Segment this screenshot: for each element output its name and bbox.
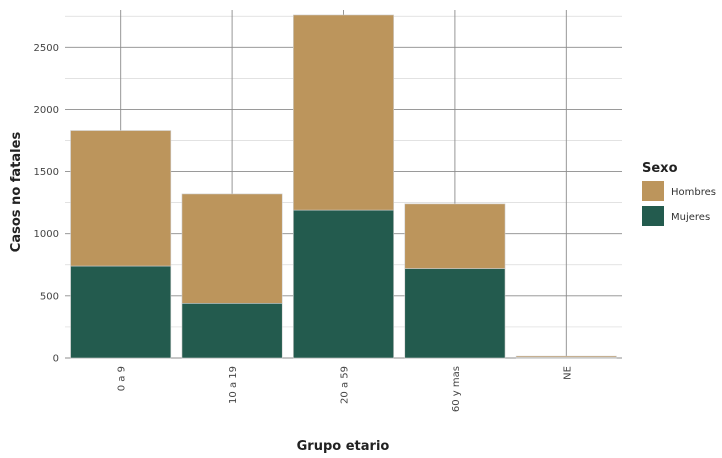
bar-mujeres-2 (181, 303, 283, 359)
legend-title: Sexo (642, 161, 678, 176)
x-axis-title: Grupo etario (297, 439, 390, 454)
y-axis-title: Casos no fatales (9, 132, 24, 253)
legend: Sexo Hombres Mujeres (642, 161, 716, 226)
axis-layer: 0 500 1000 1500 2000 2500 0 a 9 10 a 19 20 a 59 6… (34, 43, 574, 412)
y-tick-label: 1000 (34, 229, 59, 240)
x-tick-label: 10 a 19 (228, 366, 239, 404)
y-tick-label: 2000 (34, 105, 59, 116)
y-tick-label: 2500 (34, 43, 59, 54)
bar-hombres-5 (515, 355, 617, 358)
y-tick-label: 0 (53, 354, 59, 365)
bar-mujeres-4 (404, 268, 506, 359)
x-tick-label: 60 y mas (451, 366, 462, 412)
legend-label-hombres: Hombres (671, 187, 716, 198)
bar-hombres-3 (293, 14, 394, 211)
legend-label-mujeres: Mujeres (671, 212, 710, 223)
y-tick-label: 500 (40, 291, 59, 302)
x-tick-label: 0 a 9 (117, 366, 128, 391)
bar-mujeres-1 (70, 265, 172, 359)
y-tick-label: 1500 (34, 167, 59, 178)
bars-layer (70, 14, 617, 359)
x-tick-label: NE (562, 366, 573, 380)
bar-hombres-2 (181, 193, 283, 304)
bar-hombres-4 (404, 203, 506, 269)
bar-hombres-1 (70, 130, 172, 267)
legend-swatch-mujeres (642, 206, 664, 226)
bar-mujeres-3 (293, 209, 394, 359)
legend-swatch-hombres (642, 181, 664, 201)
x-tick-label: 20 a 59 (340, 366, 351, 404)
